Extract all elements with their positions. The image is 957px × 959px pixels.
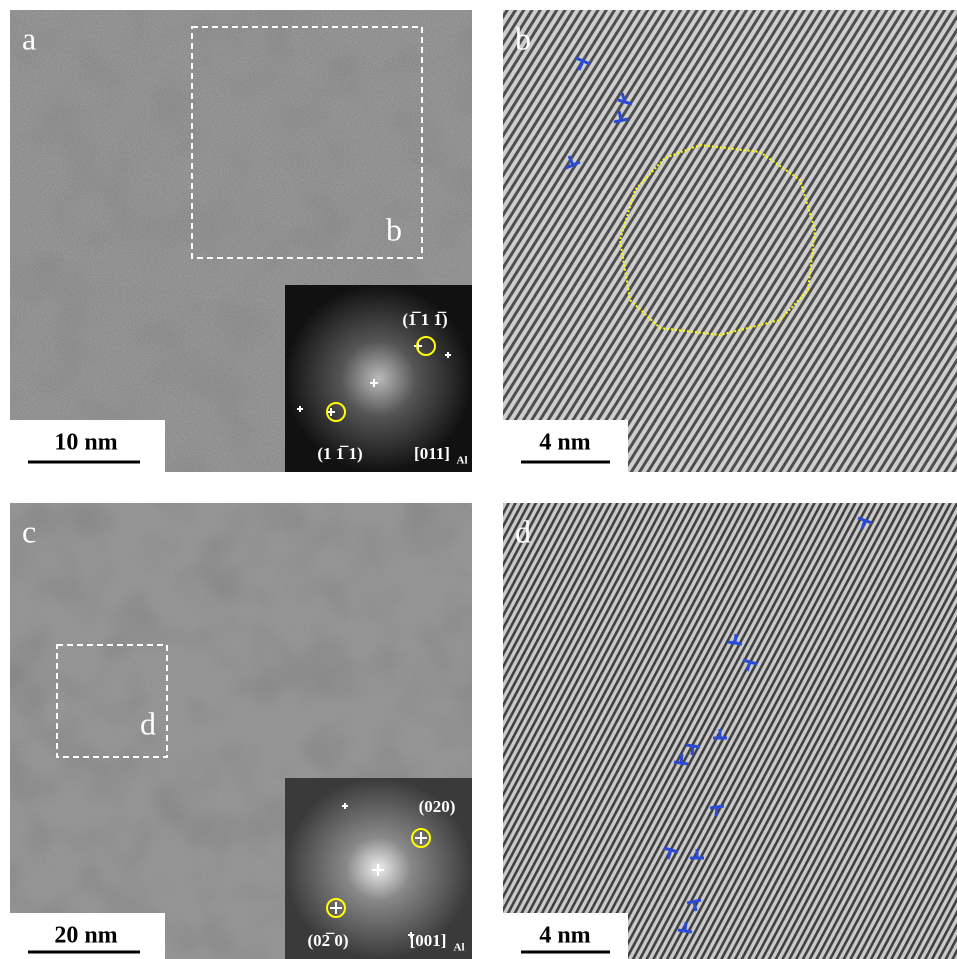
panel-label: d bbox=[515, 513, 531, 549]
dislocations bbox=[663, 516, 873, 934]
zone-axis: [001] bbox=[410, 931, 447, 950]
fft-inset bbox=[285, 285, 472, 472]
spot-label: (02̅ 0) bbox=[307, 931, 348, 950]
panel-b: b 4 nm bbox=[503, 10, 957, 472]
box-label: b bbox=[386, 211, 402, 247]
selection-box bbox=[191, 26, 423, 259]
spot-label: (020) bbox=[419, 797, 456, 816]
zone-axis: [011] bbox=[414, 444, 450, 463]
texture bbox=[503, 10, 957, 472]
panel-a: a b (1̅ 1 1̅) (1 1̅ 1) [011] Al 10 nm bbox=[10, 10, 472, 472]
selection-box bbox=[56, 644, 168, 758]
spot-marker bbox=[416, 336, 436, 356]
box-label: d bbox=[140, 705, 156, 741]
panel-label: b bbox=[515, 20, 531, 56]
panel-label: a bbox=[22, 20, 36, 56]
spot-marker bbox=[411, 828, 431, 848]
panel-c: c d (020) (02̅ 0) [001] Al 20 nm bbox=[10, 503, 472, 959]
panel-label: c bbox=[22, 513, 36, 549]
diffraction-spots bbox=[330, 803, 427, 938]
zone-axis-sub: Al bbox=[457, 455, 468, 467]
texture bbox=[503, 503, 957, 959]
zone-axis-sub: Al bbox=[454, 942, 465, 954]
spot-marker bbox=[326, 402, 346, 422]
spot-label: (1 1̅ 1) bbox=[317, 444, 362, 463]
scale-bar-label: 10 nm bbox=[54, 430, 117, 456]
spot-label: (1̅ 1 1̅) bbox=[402, 310, 447, 329]
precipitate-outline bbox=[618, 143, 817, 337]
scale-bar-label: 20 nm bbox=[54, 923, 117, 949]
panel-d: d 4 nm bbox=[503, 503, 957, 959]
scale-bar-label: 4 nm bbox=[539, 923, 590, 949]
scale-bar-label: 4 nm bbox=[539, 430, 590, 456]
dislocations bbox=[565, 56, 633, 170]
spot-marker bbox=[326, 898, 346, 918]
